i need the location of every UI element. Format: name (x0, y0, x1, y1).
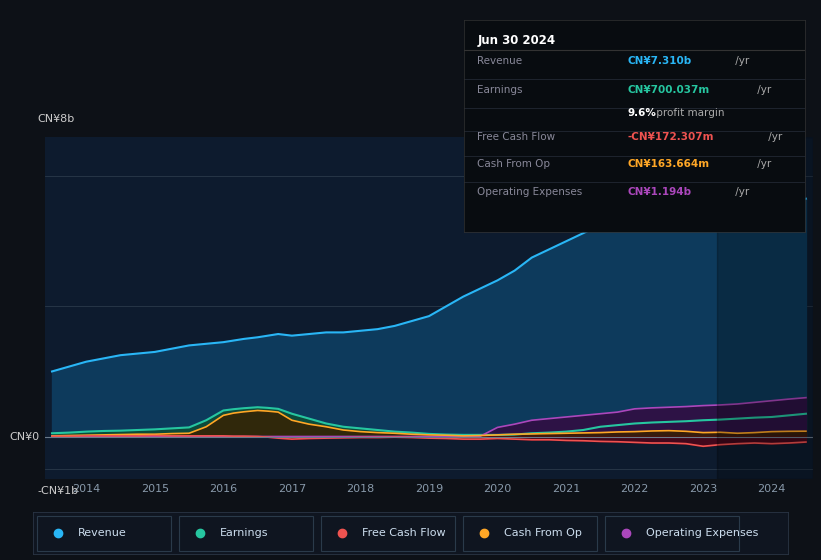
Text: Free Cash Flow: Free Cash Flow (478, 132, 556, 142)
Text: Earnings: Earnings (220, 529, 268, 538)
Text: CN¥8b: CN¥8b (38, 114, 75, 124)
Text: /yr: /yr (754, 159, 772, 169)
Text: /yr: /yr (732, 56, 750, 66)
Text: /yr: /yr (754, 85, 772, 95)
Text: -CN¥1b: -CN¥1b (38, 486, 79, 496)
Text: -CN¥172.307m: -CN¥172.307m (627, 132, 714, 142)
Text: Free Cash Flow: Free Cash Flow (362, 529, 446, 538)
Text: Revenue: Revenue (478, 56, 523, 66)
Bar (717, 137, 813, 479)
Text: CN¥1.194b: CN¥1.194b (627, 186, 691, 197)
Text: CN¥163.664m: CN¥163.664m (627, 159, 709, 169)
Text: CN¥7.310b: CN¥7.310b (627, 56, 691, 66)
Text: CN¥700.037m: CN¥700.037m (627, 85, 709, 95)
Text: Revenue: Revenue (78, 529, 127, 538)
Text: Earnings: Earnings (478, 85, 523, 95)
Text: CN¥0: CN¥0 (9, 432, 39, 441)
Text: Jun 30 2024: Jun 30 2024 (478, 35, 556, 48)
Text: Operating Expenses: Operating Expenses (646, 529, 759, 538)
Text: Operating Expenses: Operating Expenses (478, 186, 583, 197)
Text: /yr: /yr (732, 186, 750, 197)
Text: 9.6%: 9.6% (627, 108, 656, 118)
Text: profit margin: profit margin (653, 108, 724, 118)
Text: Cash From Op: Cash From Op (478, 159, 551, 169)
Text: /yr: /yr (765, 132, 782, 142)
Text: Cash From Op: Cash From Op (504, 529, 582, 538)
